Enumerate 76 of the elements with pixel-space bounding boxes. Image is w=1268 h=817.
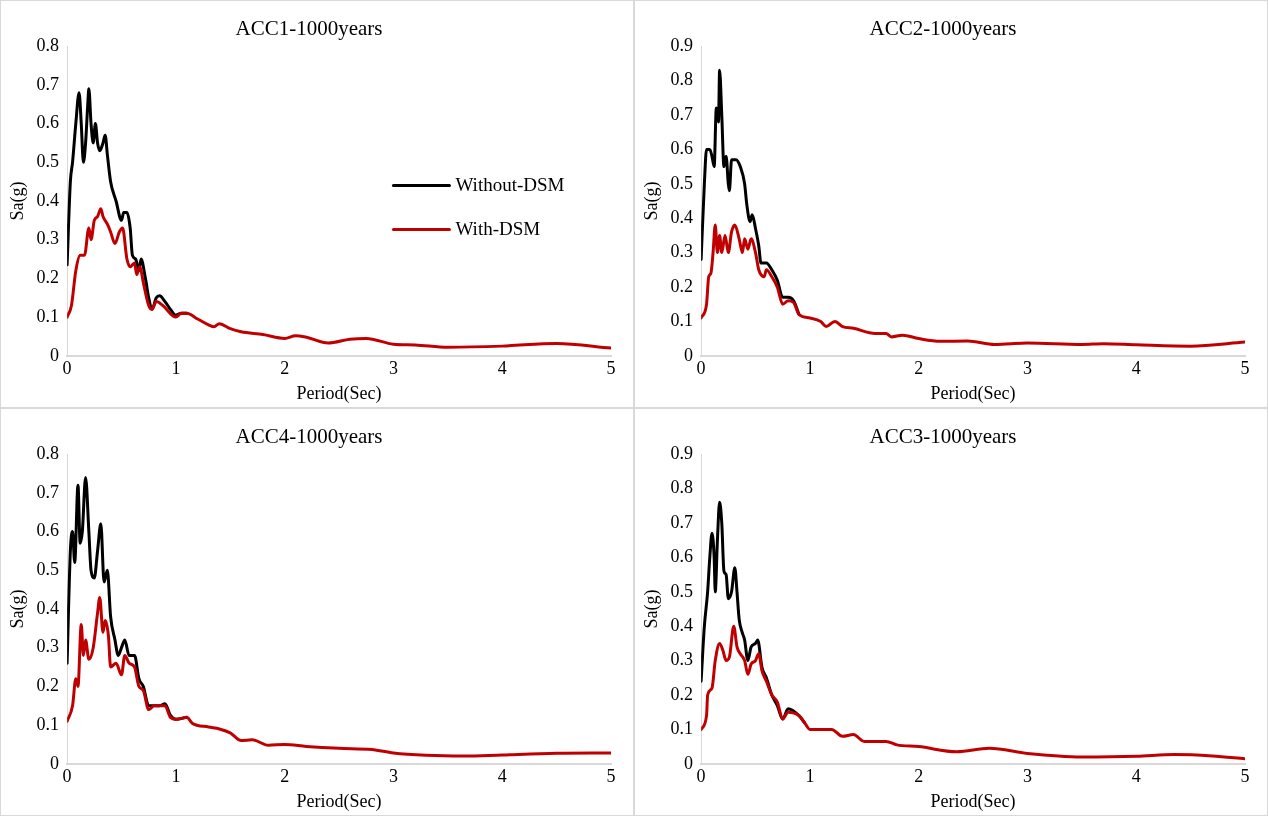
x-tick-label: 2 — [280, 358, 290, 379]
y-tick-label: 0.8 — [670, 69, 694, 90]
x-tick-label: 4 — [1131, 358, 1141, 379]
y-axis-title: Sa(g) — [640, 589, 662, 629]
x-tick-label: 5 — [1240, 358, 1250, 379]
line-series — [701, 624, 1245, 761]
x-tick-label: 5 — [606, 358, 616, 379]
y-tick-label: 0.3 — [36, 636, 60, 657]
x-tick-label: 2 — [914, 358, 924, 379]
y-tick-label: 0.6 — [36, 112, 60, 133]
y-tick-label: 0.6 — [670, 546, 694, 567]
chart-title: ACC2-1000years — [869, 16, 1017, 41]
line-series — [67, 595, 611, 758]
y-tick-label: 0.5 — [36, 151, 60, 172]
x-tick-label: 5 — [606, 766, 616, 787]
x-tick-label: 5 — [1240, 766, 1250, 787]
legend-label: With-DSM — [455, 217, 541, 239]
x-tick-label: 2 — [914, 766, 924, 787]
y-tick-label: 0.8 — [36, 442, 60, 463]
y-tick-label: 0.9 — [670, 442, 694, 463]
chart-title: ACC3-1000years — [869, 424, 1017, 449]
x-tick-label: 3 — [388, 358, 398, 379]
x-tick-label: 4 — [497, 766, 507, 787]
chart-title: ACC1-1000years — [235, 16, 383, 41]
x-tick-label: 3 — [1022, 358, 1032, 379]
x-tick-label: 1 — [171, 766, 181, 787]
y-tick-label: 0.1 — [670, 310, 694, 331]
x-axis-title: Period(Sec) — [296, 790, 382, 812]
y-tick-label: 0 — [50, 344, 60, 365]
y-tick-label: 0.1 — [36, 713, 60, 734]
y-axis-title: Sa(g) — [6, 181, 28, 221]
y-tick-label: 0.4 — [36, 597, 60, 618]
chart-title: ACC4-1000years — [235, 424, 383, 449]
y-tick-label: 0.3 — [36, 228, 60, 249]
x-tick-label: 2 — [280, 766, 290, 787]
y-tick-label: 0.6 — [670, 138, 694, 159]
y-axis-title: Sa(g) — [6, 589, 28, 629]
line-series — [701, 223, 1245, 348]
y-tick-label: 0.8 — [36, 34, 60, 55]
y-tick-label: 0 — [50, 752, 60, 773]
x-axis-title: Period(Sec) — [930, 790, 1016, 812]
y-tick-label: 0 — [684, 344, 694, 365]
y-tick-label: 0.9 — [670, 34, 694, 55]
y-axis-title: Sa(g) — [640, 181, 662, 221]
y-tick-label: 0.7 — [36, 73, 60, 94]
legend-label: Without-DSM — [455, 173, 565, 195]
x-tick-label: 4 — [497, 358, 507, 379]
y-tick-label: 0.4 — [670, 614, 694, 635]
y-tick-label: 0.2 — [670, 275, 694, 296]
x-tick-label: 3 — [388, 766, 398, 787]
x-tick-label: 3 — [1022, 766, 1032, 787]
y-tick-label: 0.5 — [36, 559, 60, 580]
y-tick-label: 0.2 — [36, 267, 60, 288]
y-tick-label: 0.1 — [36, 305, 60, 326]
y-tick-label: 0.7 — [670, 103, 694, 124]
y-tick-label: 0.3 — [670, 241, 694, 262]
x-tick-label: 1 — [805, 766, 815, 787]
y-tick-label: 0.1 — [670, 718, 694, 739]
y-tick-label: 0.8 — [670, 477, 694, 498]
x-axis-title: Period(Sec) — [296, 382, 382, 404]
y-tick-label: 0.4 — [670, 206, 694, 227]
y-tick-label: 0.5 — [670, 172, 694, 193]
y-tick-label: 0.2 — [670, 683, 694, 704]
y-tick-label: 0.4 — [36, 189, 60, 210]
y-tick-label: 0.2 — [36, 675, 60, 696]
line-series — [67, 207, 611, 350]
x-axis-title: Period(Sec) — [930, 382, 1016, 404]
y-tick-label: 0 — [684, 752, 694, 773]
y-tick-label: 0.7 — [36, 481, 60, 502]
y-tick-label: 0.3 — [670, 649, 694, 670]
y-tick-label: 0.6 — [36, 520, 60, 541]
x-tick-label: 1 — [805, 358, 815, 379]
x-tick-label: 4 — [1131, 766, 1141, 787]
y-tick-label: 0.7 — [670, 511, 694, 532]
x-tick-label: 1 — [171, 358, 181, 379]
y-tick-label: 0.5 — [670, 580, 694, 601]
